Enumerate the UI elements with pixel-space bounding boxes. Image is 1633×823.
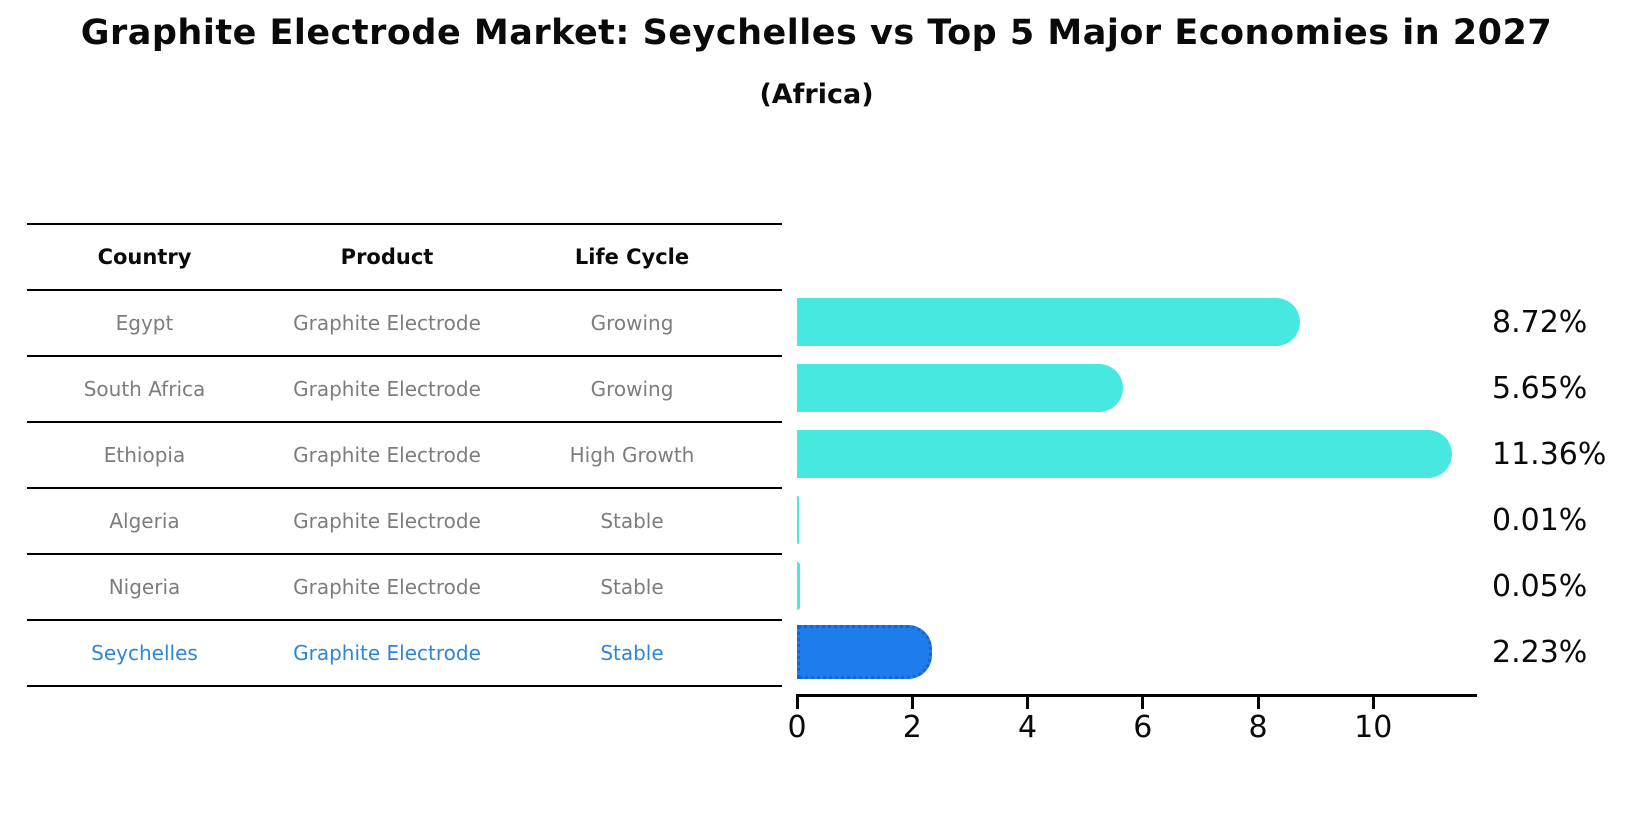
bar-ethiopia <box>797 430 1452 478</box>
product-cell: Graphite Electrode <box>293 377 481 401</box>
bar-row <box>797 355 1477 421</box>
country-cell: South Africa <box>83 377 206 401</box>
x-axis-tick <box>795 694 799 709</box>
product-cell: Graphite Electrode <box>293 509 481 533</box>
product-cell: Graphite Electrode <box>293 575 481 599</box>
bar-algeria <box>797 496 799 544</box>
bar-chart: 0 2 4 6 8 10 <box>787 289 1477 769</box>
country-table: Country Product Life Cycle Egypt Graphit… <box>27 223 782 687</box>
x-axis-tick-label: 4 <box>1017 710 1038 745</box>
bar-nigeria <box>797 562 800 610</box>
x-axis-line <box>797 694 1477 697</box>
x-axis-tick <box>910 694 914 709</box>
x-axis-tick <box>1371 694 1375 709</box>
x-axis-tick-label: 2 <box>902 710 922 745</box>
country-cell: Nigeria <box>108 575 181 599</box>
x-axis-tick <box>1026 694 1029 709</box>
value-label-ethiopia: 11.36% <box>1492 436 1607 472</box>
country-cell: Algeria <box>109 509 180 533</box>
column-header-product: Product <box>340 245 434 269</box>
product-cell: Graphite Electrode <box>293 443 481 467</box>
bar-south-africa <box>797 364 1123 412</box>
table-row-nigeria: Nigeria Graphite Electrode Stable <box>27 555 782 621</box>
table-row-egypt: Egypt Graphite Electrode Growing <box>27 291 782 357</box>
value-labels: 8.72% 5.65% 11.36% 0.01% 0.05% 2.23% <box>1492 289 1633 685</box>
life-cycle-cell: Stable <box>600 641 664 665</box>
value-label-seychelles: 2.23% <box>1492 634 1588 670</box>
country-cell: Seychelles <box>91 641 198 665</box>
bar-seychelles <box>797 625 932 679</box>
product-cell: Graphite Electrode <box>293 311 481 335</box>
life-cycle-cell: Growing <box>590 377 674 401</box>
value-label-egypt: 8.72% <box>1492 304 1588 340</box>
x-axis-tick <box>1141 694 1145 709</box>
table-header-row: Country Product Life Cycle <box>27 223 782 291</box>
chart-subtitle: (Africa) <box>759 79 874 110</box>
product-cell: Graphite Electrode <box>293 641 481 665</box>
value-label-algeria: 0.01% <box>1492 502 1588 538</box>
country-cell: Ethiopia <box>103 443 186 467</box>
bar-row <box>797 619 1477 685</box>
x-axis-tick-label: 0 <box>787 710 807 745</box>
bar-row <box>797 487 1477 553</box>
table-row-ethiopia: Ethiopia Graphite Electrode High Growth <box>27 423 782 489</box>
x-axis-tick-label: 6 <box>1133 710 1153 745</box>
table-row-algeria: Algeria Graphite Electrode Stable <box>27 489 782 555</box>
table-row-seychelles: Seychelles Graphite Electrode Stable <box>27 621 782 687</box>
column-header-country: Country <box>97 245 192 269</box>
bar-row <box>797 553 1477 619</box>
life-cycle-cell: Stable <box>600 575 664 599</box>
table-row-south-africa: South Africa Graphite Electrode Growing <box>27 357 782 423</box>
column-header-life-cycle: Life Cycle <box>574 245 690 269</box>
x-axis-tick-label: 8 <box>1248 710 1268 745</box>
x-axis-tick <box>1256 694 1260 709</box>
bar-row <box>797 289 1477 355</box>
value-label-south-africa: 5.65% <box>1492 370 1588 406</box>
chart-title: Graphite Electrode Market: Seychelles vs… <box>80 13 1553 53</box>
life-cycle-cell: Stable <box>600 509 664 533</box>
bar-row <box>797 421 1477 487</box>
x-axis-tick-label: 10 <box>1354 710 1393 745</box>
bar-egypt <box>797 298 1300 346</box>
value-label-nigeria: 0.05% <box>1492 568 1588 604</box>
life-cycle-cell: Growing <box>590 311 674 335</box>
life-cycle-cell: High Growth <box>569 443 695 467</box>
country-cell: Egypt <box>115 311 174 335</box>
